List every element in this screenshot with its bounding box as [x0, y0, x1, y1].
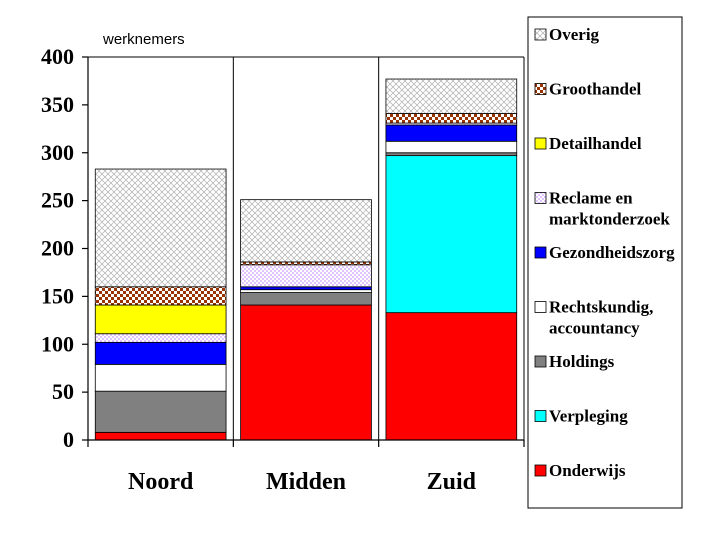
legend-swatch [534, 83, 547, 95]
bar-segment-onderwijs [385, 312, 518, 441]
legend-swatch [534, 28, 547, 41]
bar-segment-rechtskundig-accountancy [240, 289, 372, 293]
legend-swatch [534, 137, 547, 150]
legend-label: Gezondheidszorg [549, 243, 675, 262]
legend-swatch [534, 301, 547, 313]
legend-swatch [534, 246, 547, 259]
legend-label: Overig [549, 25, 600, 44]
legend-swatch [534, 464, 547, 477]
y-tick-label: 350 [41, 92, 74, 117]
y-tick-label: 100 [41, 331, 74, 356]
plot-area [88, 56, 525, 440]
bar-segment-overig [240, 199, 372, 263]
legend: Overig Groothandel Detailhandel Reclame en m… [527, 16, 683, 509]
bar-segment-verpleging [385, 155, 518, 314]
legend-label: Verpleging [549, 407, 628, 426]
y-tick-label: 50 [52, 379, 74, 404]
bar-segment-groothandel [94, 286, 227, 306]
y-tick-label: 150 [41, 283, 74, 308]
legend-label: marktonderzoek [549, 210, 670, 229]
y-unit-label: werknemers [102, 31, 185, 48]
legend-label: accountancy [549, 319, 640, 338]
bar-segment-gezondheidszorg [385, 124, 518, 142]
x-axis: Noord Midden Zuid [87, 439, 525, 495]
legend-swatch [534, 410, 547, 422]
legend-swatch [534, 355, 547, 368]
bar-segment-gezondheidszorg [94, 341, 227, 365]
bar-segment-groothandel [385, 113, 518, 124]
legend-label: Holdings [549, 352, 615, 371]
bar-segment-rechtskundig-accountancy [385, 140, 518, 154]
bar-segment-detailhandel [94, 304, 227, 335]
x-category-label: Midden [266, 469, 346, 495]
y-tick-label: 300 [41, 140, 74, 165]
y-tick-label: 0 [63, 427, 74, 452]
bar-segment-gezondheidszorg [240, 286, 372, 291]
y-tick-label: 400 [41, 44, 74, 69]
legend-label: Rechtskundig, [549, 298, 653, 317]
bar-segment-rechtskundig-accountancy [94, 363, 227, 392]
bar-segment-holdings [240, 292, 372, 306]
legend-swatch [534, 192, 547, 204]
legend-label: Groothandel [549, 80, 642, 99]
bar-segment-overig [94, 168, 227, 288]
legend-box [527, 16, 683, 509]
y-tick-label: 250 [41, 188, 74, 213]
x-category-label: Noord [128, 469, 194, 495]
legend-label: Reclame en [549, 189, 633, 208]
bar-segment-holdings [94, 390, 227, 433]
bar-segment-onderwijs [240, 304, 372, 441]
x-category-label: Zuid [427, 469, 477, 495]
legend-label: Detailhandel [549, 134, 642, 153]
legend-label: Onderwijs [549, 461, 626, 480]
bar-segment-reclame-en-marktonderzoek [94, 333, 227, 343]
bar-segment-overig [385, 78, 518, 114]
bar-segment-groothandel [240, 261, 372, 266]
y-axis: 0 50 100 150 200 250 300 350 400 [41, 44, 89, 452]
bar-segment-reclame-en-marktonderzoek [240, 264, 372, 288]
y-tick-label: 200 [41, 236, 74, 261]
bar-segment-onderwijs [94, 431, 227, 441]
bars [94, 78, 518, 441]
bar-segment-holdings [385, 152, 518, 157]
